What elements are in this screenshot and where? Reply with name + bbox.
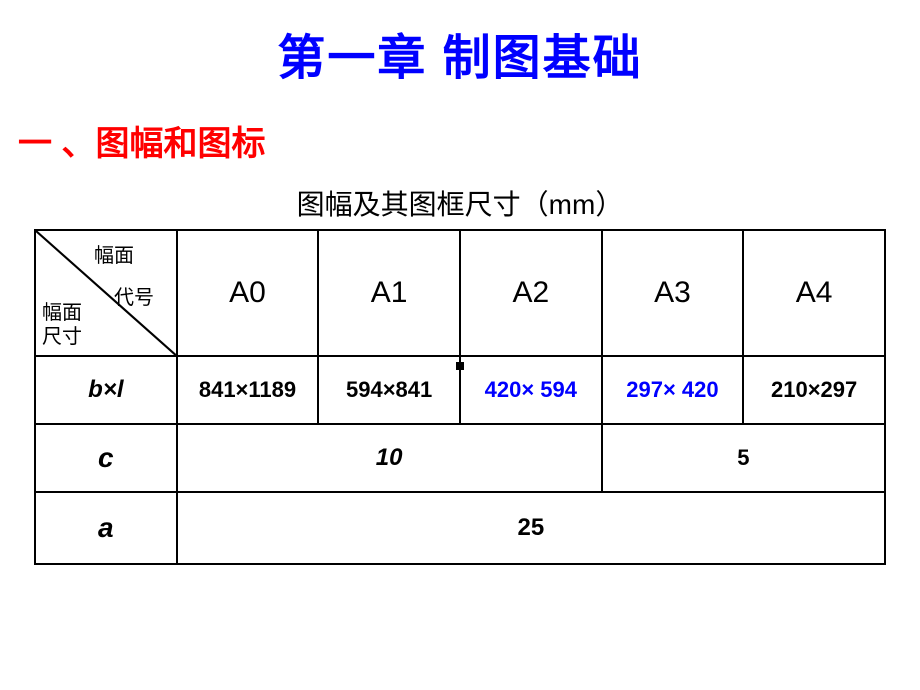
header-mid-label: 代号 xyxy=(114,281,154,310)
cell-value: 594×841 xyxy=(318,356,460,424)
header-bottom-label: 幅面尺寸 xyxy=(42,301,82,349)
table-row-c: c 10 5 xyxy=(35,424,885,492)
row-label-c: c xyxy=(35,424,177,492)
cell-value: 210×297 xyxy=(743,356,885,424)
table-row-a: a 25 xyxy=(35,492,885,564)
dimensions-table: 幅面 代号 幅面尺寸 A0 A1 A2 A3 A4 b×l 841×1189 5… xyxy=(34,229,886,565)
column-header: A4 xyxy=(743,230,885,356)
cell-value: 5 xyxy=(602,424,885,492)
column-header: A3 xyxy=(602,230,744,356)
column-header: A2 xyxy=(460,230,602,356)
cell-value: 420× 594 xyxy=(460,356,602,424)
row-label-a: a xyxy=(35,492,177,564)
cell-value: 10 xyxy=(177,424,602,492)
header-top-label: 幅面 xyxy=(94,239,134,268)
cell-value: 25 xyxy=(177,492,885,564)
section-heading: 一 、图幅和图标 xyxy=(18,116,920,165)
column-header: A0 xyxy=(177,230,319,356)
diagonal-header-cell: 幅面 代号 幅面尺寸 xyxy=(35,230,177,356)
cell-value: 841×1189 xyxy=(177,356,319,424)
column-header: A1 xyxy=(318,230,460,356)
cell-value: 297× 420 xyxy=(602,356,744,424)
dimensions-table-container: 幅面 代号 幅面尺寸 A0 A1 A2 A3 A4 b×l 841×1189 5… xyxy=(34,229,886,565)
page-title: 第一章 制图基础 xyxy=(0,0,920,88)
center-marker-icon xyxy=(456,362,464,370)
table-caption: 图幅及其图框尺寸（mm） xyxy=(0,183,920,223)
row-label-bxl: b×l xyxy=(35,356,177,424)
table-header-row: 幅面 代号 幅面尺寸 A0 A1 A2 A3 A4 xyxy=(35,230,885,356)
